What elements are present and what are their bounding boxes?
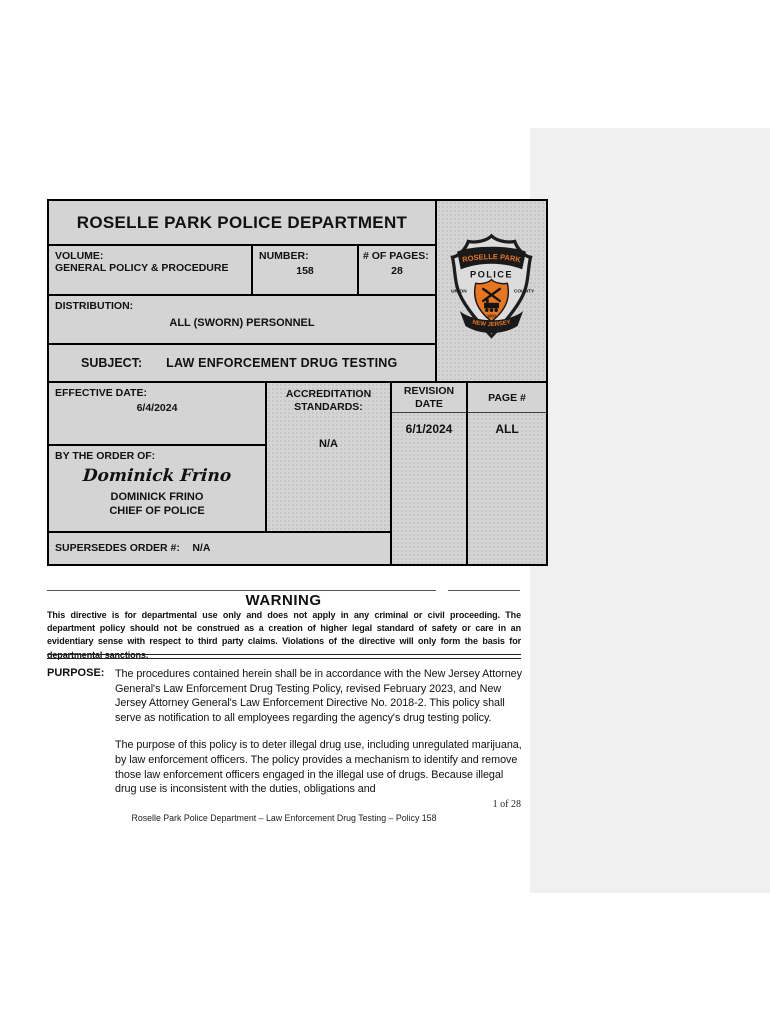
- badge-union-text: UNION: [451, 289, 467, 295]
- badge-police-text: POLICE: [470, 270, 513, 280]
- subject-label: SUBJECT:: [81, 356, 143, 370]
- pages-label: # OF PAGES:: [363, 250, 429, 262]
- chief-signature: Dominick Frino: [82, 466, 232, 486]
- effective-date-cell: EFFECTIVE DATE: 6/4/2024: [49, 383, 267, 446]
- accreditation-value: N/A: [319, 438, 338, 450]
- scan-margin-strip: [530, 128, 770, 893]
- revision-date-label: REVISION DATE: [403, 385, 455, 410]
- pages-value: 28: [391, 265, 403, 277]
- purpose-body: The procedures contained herein shall be…: [115, 667, 525, 810]
- warning-title: WARNING: [245, 592, 322, 609]
- chief-title: CHIEF OF POLICE: [109, 505, 205, 517]
- warning-bottom-rule: [47, 654, 521, 659]
- accreditation-cell: ACCREDITATION STANDARDS: N/A: [267, 383, 392, 533]
- effective-date-value: 6/4/2024: [136, 402, 178, 414]
- pages-cell: # OF PAGES: 28: [359, 246, 437, 296]
- subject-cell: SUBJECT: LAW ENFORCEMENT DRUG TESTING: [49, 345, 437, 383]
- supersedes-cell: SUPERSEDES ORDER #: N/A: [49, 533, 392, 564]
- revision-date-header-cell: REVISION DATE: [392, 383, 468, 413]
- page-col-value-cell: ALL: [468, 413, 546, 564]
- badge-county-text: COUNTY: [514, 289, 535, 295]
- volume-label: VOLUME:: [55, 250, 104, 262]
- distribution-label: DISTRIBUTION:: [55, 300, 134, 312]
- purpose-paragraph: The procedures contained herein shall be…: [115, 668, 522, 724]
- badge-year-text: 1901: [487, 314, 497, 319]
- page-indicator: 1 of 28: [492, 799, 521, 810]
- badge-top-banner-text: ROSELLE PARK: [461, 252, 522, 264]
- supersedes-label: SUPERSEDES ORDER #:: [55, 542, 180, 554]
- order-label: BY THE ORDER OF:: [55, 450, 156, 462]
- badge-cell: ROSELLE PARK POLICE 1901 UNION COUNTY NE…: [437, 201, 546, 383]
- number-value: 158: [296, 265, 314, 277]
- page-col-label: PAGE #: [488, 391, 526, 404]
- page-col-value: ALL: [495, 422, 519, 436]
- warning-top-rule: [47, 590, 520, 591]
- purpose-label: PURPOSE:: [47, 667, 105, 679]
- chief-name: DOMINICK FRINO: [110, 491, 204, 503]
- distribution-value: ALL (SWORN) PERSONNEL: [169, 317, 315, 329]
- volume-value: GENERAL POLICY & PROCEDURE: [55, 262, 229, 274]
- effective-date-label: EFFECTIVE DATE:: [55, 387, 147, 399]
- order-cell: BY THE ORDER OF: Dominick Frino DOMINICK…: [49, 446, 267, 533]
- policy-header-table: ROSELLE PARK POLICE DEPARTMENT VOLUME: G…: [47, 199, 548, 566]
- department-title: ROSELLE PARK POLICE DEPARTMENT: [76, 212, 408, 232]
- badge-bottom-banner-text: NEW JERSEY: [471, 320, 511, 329]
- distribution-cell: DISTRIBUTION: ALL (SWORN) PERSONNEL: [49, 296, 437, 345]
- accreditation-label: ACCREDITATION STANDARDS:: [285, 388, 372, 413]
- department-title-cell: ROSELLE PARK POLICE DEPARTMENT: [49, 201, 437, 246]
- number-label: NUMBER:: [259, 250, 309, 262]
- revision-date-value-cell: 6/1/2024: [392, 413, 468, 564]
- revision-date-value: 6/1/2024: [405, 422, 453, 436]
- purpose-section: PURPOSE: The procedures contained herein…: [47, 667, 525, 810]
- number-cell: NUMBER: 158: [253, 246, 359, 296]
- supersedes-value: N/A: [192, 542, 211, 554]
- purpose-paragraph: The purpose of this policy is to deter i…: [115, 739, 522, 796]
- police-badge-icon: ROSELLE PARK POLICE 1901 UNION COUNTY NE…: [450, 233, 535, 339]
- svg-text:ROSELLE PARK: ROSELLE PARK: [461, 252, 522, 264]
- document-footer: Roselle Park Police Department – Law Enf…: [131, 813, 437, 823]
- svg-text:NEW JERSEY: NEW JERSEY: [471, 320, 511, 329]
- volume-cell: VOLUME: GENERAL POLICY & PROCEDURE: [49, 246, 253, 296]
- page-col-header-cell: PAGE #: [468, 383, 546, 413]
- subject-value: LAW ENFORCEMENT DRUG TESTING: [166, 356, 398, 370]
